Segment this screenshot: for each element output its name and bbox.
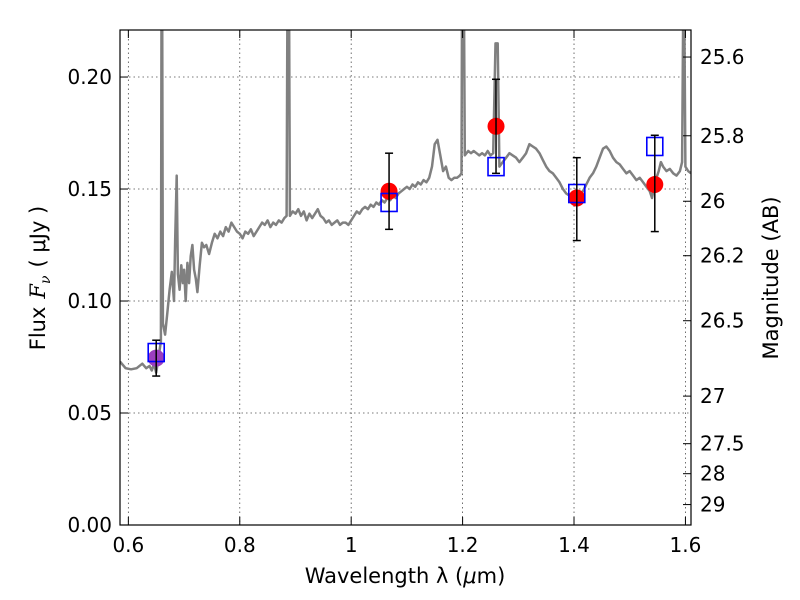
y2-axis-label: Magnitude (AB) <box>759 196 783 359</box>
plot-frame <box>119 29 692 526</box>
y-tick-label: 0.15 <box>67 177 112 201</box>
x-tick-label: 1.4 <box>558 533 590 557</box>
axis-ticks: 0.6 0.8 1 1.2 1.4 1.6 0.00 0.05 0.10 0.15 0.20 25.6… <box>67 30 745 557</box>
y2-tick-label: 28 <box>700 462 725 486</box>
y2-tick-label: 27.5 <box>700 432 745 456</box>
x-tick-label: 1 <box>345 533 358 557</box>
y-tick-label: 0.00 <box>67 513 112 537</box>
y-axis-label: FluxFν( μJy ) <box>26 206 54 350</box>
y2-tick-label: 25.6 <box>700 45 745 69</box>
y2-tick-label: 27 <box>700 384 725 408</box>
y2-tick-label: 26.2 <box>700 244 745 268</box>
x-tick-label: 1.6 <box>670 533 702 557</box>
y-tick-label: 0.20 <box>67 65 112 89</box>
y2-tick-label: 26 <box>700 189 725 213</box>
x-tick-label: 1.2 <box>447 533 479 557</box>
x-tick-label: 0.8 <box>224 533 256 557</box>
y2-tick-label: 26.5 <box>700 309 745 333</box>
y-tick-label: 0.10 <box>67 289 112 313</box>
x-tick-label: 0.6 <box>112 533 144 557</box>
y2-tick-label: 29 <box>700 493 725 517</box>
model-spectrum-line <box>120 30 691 374</box>
y2-tick-label: 25.8 <box>700 124 745 148</box>
plot-area <box>120 30 691 377</box>
x-axis-label: Wavelength λ (μm) <box>305 564 506 588</box>
y-tick-label: 0.05 <box>67 401 112 425</box>
